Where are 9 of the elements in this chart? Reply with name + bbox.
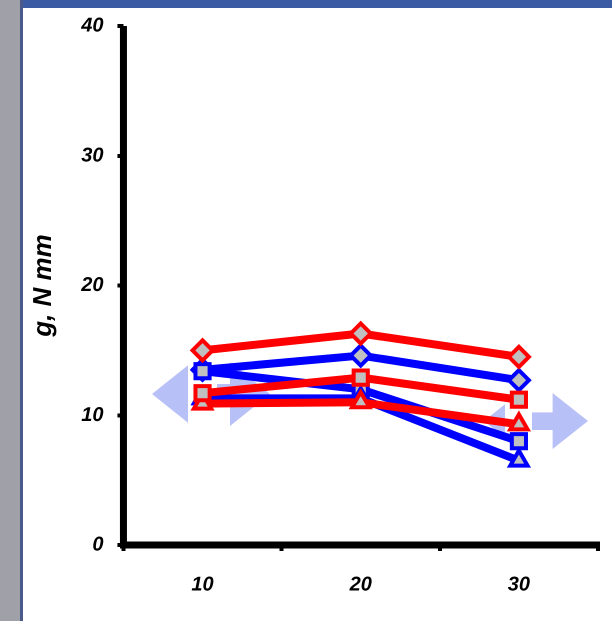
y-tick-label: 10 bbox=[81, 404, 104, 426]
y-tick-label: 30 bbox=[81, 144, 104, 166]
y-tick-label: 20 bbox=[80, 274, 104, 296]
y-tick-label: 40 bbox=[80, 14, 104, 37]
x-tick-label: 10 bbox=[191, 574, 214, 596]
y-tick-label: 0 bbox=[92, 534, 104, 556]
x-tick-label: 30 bbox=[508, 574, 530, 596]
x-tick-label: 20 bbox=[348, 574, 372, 596]
y-axis-title: g, N mm bbox=[26, 234, 57, 338]
